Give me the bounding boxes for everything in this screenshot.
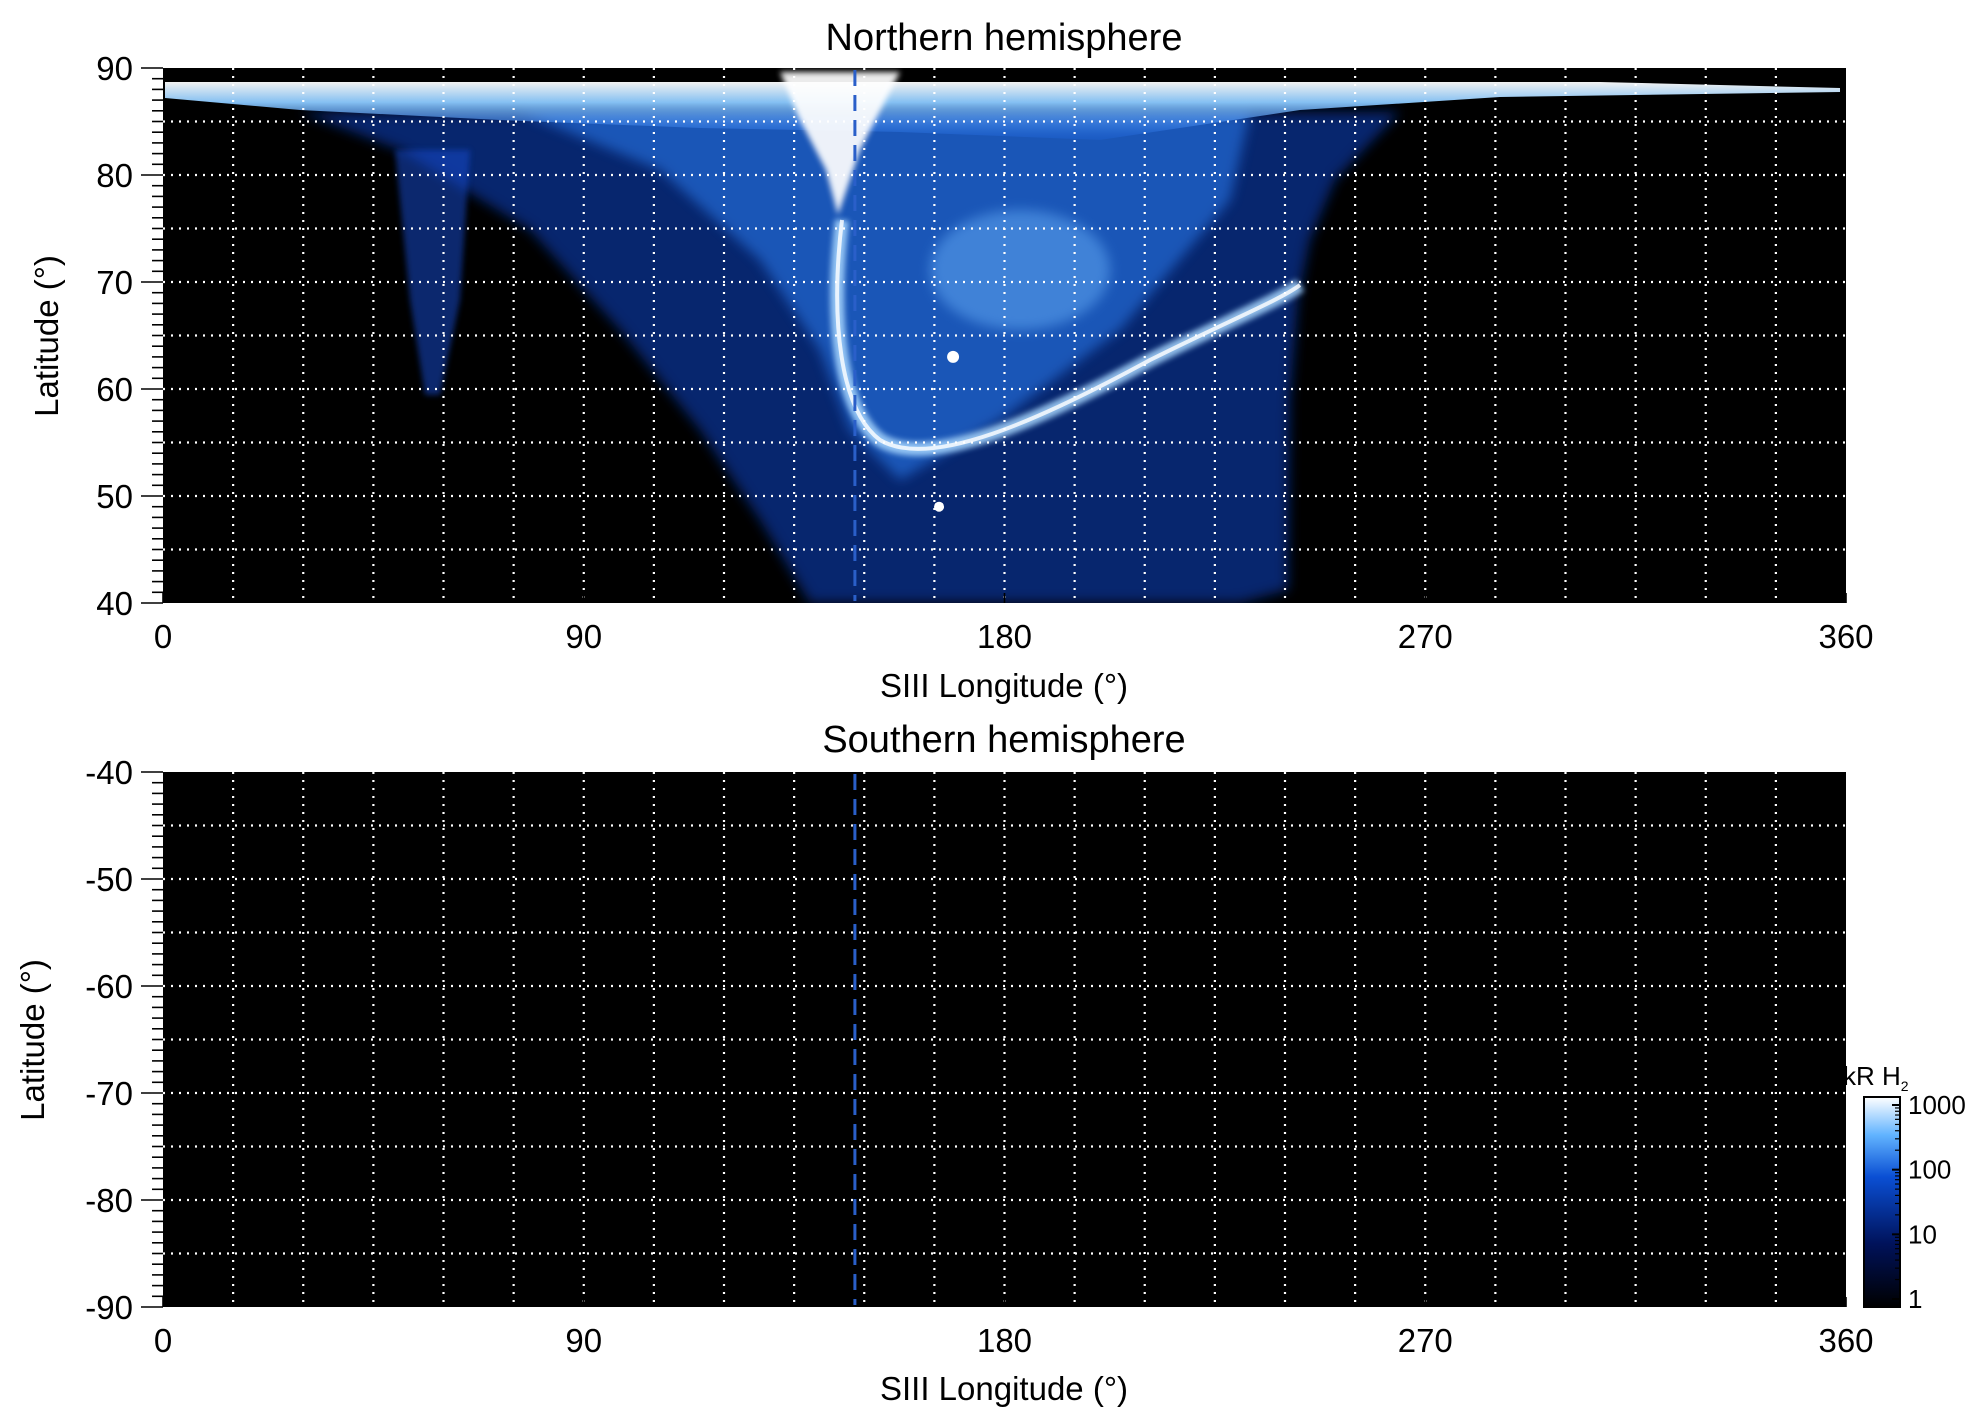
title-north: Northern hemisphere: [826, 17, 1183, 59]
colorbar-tick-label: 10: [1908, 1219, 1937, 1249]
x-tick-label: 270: [1398, 1322, 1453, 1359]
panel-south: Southern hemisphere -40 -50 -60 -70 -80 -90 0…: [14, 719, 1874, 1407]
x-axis-label-north: SIII Longitude (°): [880, 667, 1128, 704]
main-oval-arc-inner: [835, 219, 1302, 451]
colorbar-label: kR H2: [1843, 1061, 1909, 1094]
y-tick-label: -80: [85, 1182, 133, 1219]
dim-streak: [395, 150, 470, 395]
title-south: Southern hemisphere: [822, 719, 1185, 761]
y-tick-label: -70: [85, 1075, 133, 1112]
x-tick-label: 0: [154, 1322, 172, 1359]
x-tick-label: 90: [565, 1322, 602, 1359]
colorbar-tick-label: 100: [1908, 1155, 1951, 1185]
x-tick-label: 180: [977, 1322, 1032, 1359]
diffuse-patch: [930, 210, 1110, 330]
y-tick-label: -60: [85, 968, 133, 1005]
colorbar-tick-label: 1: [1908, 1284, 1922, 1314]
y-tick-label: -90: [85, 1289, 133, 1326]
y-tick-label: 70: [96, 264, 133, 301]
aurora-image-north: [165, 72, 1840, 603]
bright-cusp: [780, 72, 900, 215]
aurora-region-core: [520, 112, 1250, 480]
y-ticks-north: 40 50 60 70 80 90: [96, 50, 163, 622]
y-tick-label: 60: [96, 371, 133, 408]
colorbar-gradient: [1863, 1096, 1901, 1308]
grid-north: [163, 68, 1846, 603]
colorbar-ticks: 1 10 100 1000: [1892, 1090, 1966, 1314]
polar-band: [165, 82, 1840, 140]
x-tick-label: 360: [1818, 1322, 1873, 1359]
x-tick-label: 90: [565, 618, 602, 655]
bright-spot: [934, 501, 945, 512]
grid-south: [163, 772, 1846, 1307]
colorbar: kR H2 1 10 100 1000: [1843, 1061, 1966, 1314]
panel-north: Northern hemisphere 40 50 60 70 80 90 0 90 180 2…: [28, 17, 1874, 704]
y-axis-label-north: Latitude (°): [28, 255, 65, 417]
x-tick-label: 360: [1818, 618, 1873, 655]
y-tick-label: 40: [96, 585, 133, 622]
y-tick-label: 90: [96, 50, 133, 87]
x-tick-label: 180: [977, 618, 1032, 655]
x-tick-label: 270: [1398, 618, 1453, 655]
y-tick-label: -40: [85, 754, 133, 791]
x-axis-label-south: SIII Longitude (°): [880, 1370, 1128, 1407]
x-ticks-north: 0 90 180 270 360: [154, 593, 1874, 655]
y-ticks-south: -40 -50 -60 -70 -80 -90: [85, 754, 163, 1326]
colorbar-tick-label: 1000: [1908, 1090, 1966, 1120]
bright-spot: [947, 350, 960, 363]
y-tick-label: 50: [96, 478, 133, 515]
x-ticks-south: 0 90 180 270 360: [154, 1297, 1874, 1359]
y-tick-label: 80: [96, 157, 133, 194]
y-axis-label-south: Latitude (°): [14, 959, 51, 1121]
x-tick-label: 0: [154, 618, 172, 655]
y-tick-label: -50: [85, 861, 133, 898]
